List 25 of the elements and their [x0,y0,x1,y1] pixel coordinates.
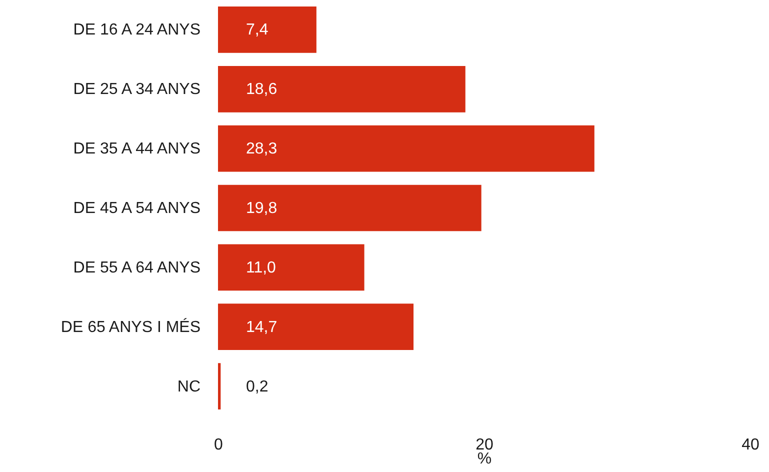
bar [218,6,316,53]
data-label: 14,7 [246,318,278,336]
y-tick-label: DE 45 A 54 ANYS [73,200,200,217]
data-label: 7,4 [246,22,268,39]
y-tick-label: NC [177,378,200,396]
x-tick-label: 20 [476,436,494,454]
bar [218,125,594,172]
y-tick-label: DE 25 A 34 ANYS [73,81,200,98]
bar [218,184,482,232]
data-label: 11,0 [246,259,276,276]
data-label: 19,8 [246,200,278,217]
bar [218,304,414,350]
bar [218,66,466,112]
y-tick-label: DE 35 A 44 ANYS [73,140,200,158]
x-tick-label: 40 [742,436,760,454]
x-tick-label: 0 [214,436,224,454]
data-label: 28,3 [246,140,278,158]
x-axis-title: % [477,450,492,468]
bar [218,244,364,291]
bar [218,363,221,410]
y-tick-label: DE 55 A 64 ANYS [73,259,200,276]
data-label: 18,6 [246,81,278,98]
data-label: 0,2 [246,378,268,396]
y-tick-label: DE 16 A 24 ANYS [73,22,200,39]
y-tick-label: DE 65 ANYS I MÉS [60,318,200,336]
